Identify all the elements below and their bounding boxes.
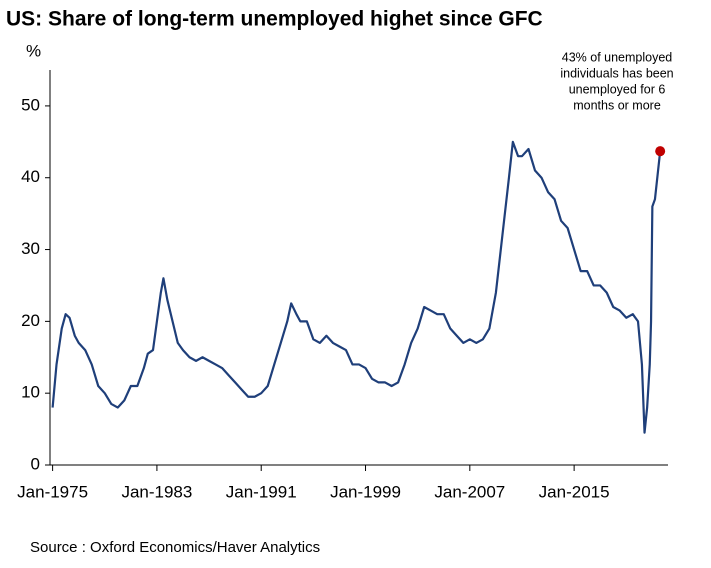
source: Source : Oxford Economics/Haver Analytic…	[30, 539, 320, 556]
x-tick-label: Jan-2007	[434, 482, 505, 501]
data-line	[51, 140, 662, 434]
y-tick-label: 30	[21, 239, 40, 258]
x-tick-label: Jan-1975	[17, 482, 88, 501]
annotation: individuals has been	[560, 66, 673, 80]
annotation: 43% of unemployed	[562, 50, 673, 64]
chart-title: US: Share of long-term unemployed highet…	[6, 8, 543, 31]
x-tick-label: Jan-1999	[330, 482, 401, 501]
x-tick-label: Jan-1991	[226, 482, 297, 501]
y-tick-label: 10	[21, 383, 40, 402]
x-tick-label: Jan-2015	[539, 482, 610, 501]
highlight-point	[655, 146, 666, 157]
x-tick-label: Jan-1983	[121, 482, 192, 501]
y-tick-label: 40	[21, 167, 40, 186]
y-tick-label: 50	[21, 95, 40, 114]
y-tick-label: 20	[21, 311, 40, 330]
annotation: months or more	[573, 98, 661, 112]
y-tick-label: 0	[31, 454, 40, 473]
annotation: unemployed for 6	[569, 82, 666, 96]
y-axis-label: %	[26, 41, 41, 60]
